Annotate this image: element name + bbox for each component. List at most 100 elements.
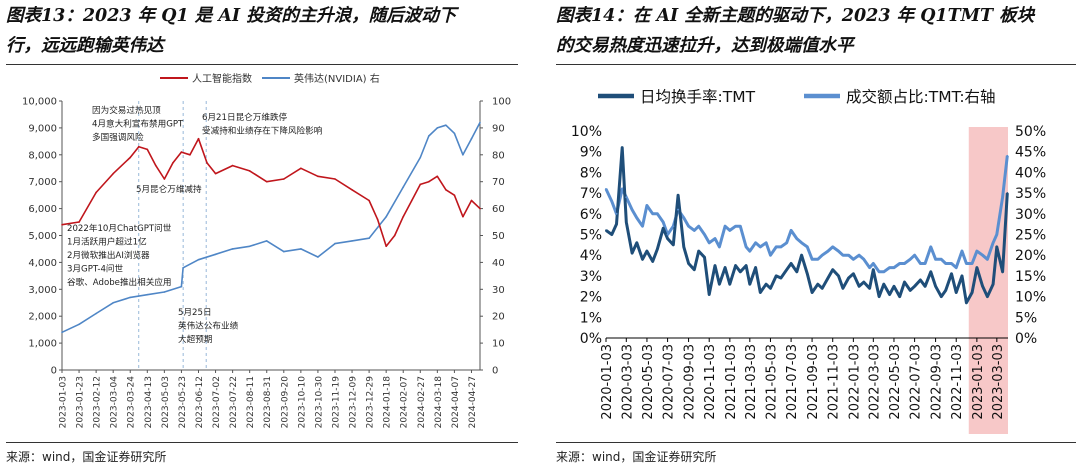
chart-left: 人工智能指数 英伟达(NVIDIA) 右 0 1,000 2,000 3,000 4,000…	[22, 72, 511, 429]
x-tick-label: 2022-11-03	[950, 344, 965, 420]
data-point-share	[872, 262, 875, 265]
data-point-share	[641, 225, 644, 228]
y-right-tick-label: 35%	[1015, 186, 1046, 202]
x-tick-label: 2021-03-03	[744, 344, 759, 420]
data-point-turnover	[955, 291, 958, 294]
data-point-share	[971, 262, 974, 265]
legend-label-share: 成交额占比:TMT:右轴	[846, 88, 996, 106]
data-point-ai-index	[453, 194, 456, 196]
data-point-ai-index	[206, 162, 208, 164]
title-line-1: 图表14：在 AI 全新主题的驱动下，2023 年 Q1TMT 板块	[556, 6, 1035, 26]
x-tick-label: 2022-01-03	[847, 344, 862, 420]
data-point-nvidia	[445, 124, 447, 127]
data-point-ai-index	[197, 137, 200, 140]
data-point-nvidia	[129, 296, 132, 299]
data-point-share	[734, 225, 737, 228]
data-point-share	[940, 258, 943, 261]
data-point-ai-index	[334, 178, 336, 180]
data-point-turnover	[888, 293, 891, 296]
x-tick-label: 2021-05-03	[764, 344, 779, 420]
data-point-nvidia	[419, 156, 422, 159]
data-point-turnover	[693, 268, 696, 271]
data-point-nvidia	[470, 137, 473, 140]
y-right-tick-label: 40	[492, 258, 505, 269]
title-rule-right	[556, 64, 1076, 65]
data-point-share	[929, 245, 932, 248]
data-point-share	[913, 254, 916, 257]
data-point-turnover	[821, 287, 824, 290]
y-left-tick-label: 10%	[571, 124, 602, 140]
x-tick-label: 2023-03-04	[110, 376, 120, 429]
data-point-turnover	[759, 291, 762, 294]
x-tick-label: 2020-03-03	[620, 344, 635, 420]
data-point-turnover	[621, 146, 624, 149]
data-point-share	[892, 266, 895, 269]
data-point-ai-index	[146, 148, 149, 151]
data-point-ai-index	[231, 164, 234, 167]
x-tick-label: 2023-12-29	[366, 376, 376, 429]
data-point-turnover	[708, 293, 711, 296]
data-point-share	[868, 266, 871, 269]
data-point-turnover	[605, 229, 607, 232]
data-point-share	[878, 270, 881, 273]
data-point-turnover	[862, 281, 865, 284]
data-point-nvidia	[231, 248, 234, 250]
data-point-nvidia	[351, 240, 353, 242]
data-point-ai-index	[172, 162, 174, 164]
x-tick-label: 2024-03-18	[434, 376, 444, 429]
data-point-turnover	[754, 266, 757, 269]
data-point-nvidia	[146, 293, 149, 296]
annotation-line: 英伟达公布业绩	[178, 320, 239, 332]
data-point-share	[718, 245, 721, 248]
y-right-tick-label: 100	[492, 97, 511, 108]
data-point-nvidia	[112, 301, 114, 304]
data-point-share	[635, 216, 638, 219]
y-left-tick-label: 6,000	[28, 204, 57, 215]
data-point-share	[841, 254, 844, 257]
x-tick-label: 2021-07-03	[785, 344, 800, 420]
x-tick-label: 2021-09-03	[806, 344, 821, 420]
y-left-tick-label: 9,000	[28, 123, 57, 134]
data-point-turnover	[1006, 192, 1009, 195]
x-tick-label: 2023-07-02	[212, 376, 222, 428]
x-tick-label: 2023-03-24	[127, 376, 137, 429]
y-right-tick-label: 60	[492, 204, 505, 215]
data-point-turnover	[841, 287, 844, 290]
y-left-tick-label: 10,000	[22, 97, 57, 108]
data-point-share	[621, 187, 624, 190]
data-point-ai-index	[445, 188, 447, 191]
x-tick-label: 2024-04-27	[468, 376, 478, 428]
title-line-2: 行，远远跑输英伟达	[6, 36, 164, 56]
data-point-nvidia	[214, 253, 217, 256]
x-tick-label: 2021-11-03	[827, 344, 842, 420]
data-point-share	[955, 266, 958, 269]
x-tick-label: 2023-10-10	[297, 376, 307, 429]
data-point-share	[960, 250, 963, 253]
data-point-turnover	[641, 258, 644, 261]
data-point-share	[986, 258, 989, 261]
y-right-tick-label: 50%	[1015, 124, 1046, 140]
annotation-5: 5月25日英伟达公布业绩大超预期	[178, 307, 239, 345]
data-point-share	[748, 250, 751, 253]
data-point-turnover	[934, 285, 937, 288]
x-tick-label: 2022-05-03	[888, 344, 903, 420]
data-point-share	[765, 241, 768, 244]
y-right-tick-label: 40%	[1015, 165, 1046, 181]
annotation-line: 5月25日	[178, 307, 212, 318]
y-right-tick-label: 25%	[1015, 228, 1046, 244]
data-point-share	[811, 258, 814, 261]
data-point-share	[852, 258, 855, 261]
data-point-share	[826, 250, 829, 253]
data-point-ai-index	[163, 178, 166, 180]
y-right-tick-label: 10	[492, 339, 505, 350]
data-point-ai-index	[129, 156, 132, 159]
data-point-turnover	[986, 295, 989, 298]
annotation-1: 因为交易过热见顶 4月意大利宣布禁用GPT 多国强调风险	[92, 104, 184, 143]
data-point-ai-index	[214, 172, 217, 175]
data-point-share	[728, 229, 731, 232]
data-point-nvidia	[453, 132, 456, 135]
data-point-turnover	[831, 268, 834, 271]
data-point-share	[858, 254, 861, 257]
data-point-share	[739, 225, 742, 228]
annotation-line: 1月活跃用户超过1亿	[67, 236, 147, 248]
